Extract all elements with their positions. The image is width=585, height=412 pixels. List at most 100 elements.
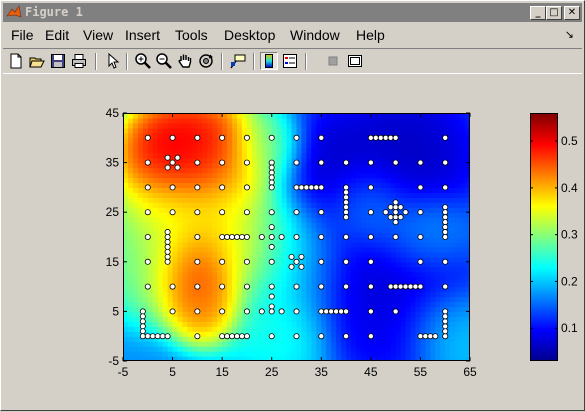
heatmap-cell [425, 247, 431, 253]
heatmap-cell [133, 163, 139, 169]
heatmap-cell [425, 202, 431, 208]
heatmap-cell [133, 306, 139, 312]
heatmap-cell [252, 237, 258, 243]
heatmap-cell [351, 306, 357, 312]
heatmap-cell [361, 282, 367, 288]
heatmap-cell [341, 346, 347, 352]
heatmap-cell [133, 341, 139, 347]
heatmap-cell [212, 192, 218, 198]
heatmap-cell [217, 227, 223, 233]
colorbar[interactable] [531, 114, 558, 361]
heatmap-cell [232, 217, 238, 223]
sample-point [418, 259, 423, 264]
heatmap-cell [173, 247, 179, 253]
heatmap-cell [430, 297, 436, 303]
heatmap-cell [148, 297, 154, 303]
heatmap-cell [401, 187, 407, 193]
heatmap-cell [197, 267, 203, 273]
heatmap-cell [178, 351, 184, 357]
heatmap-cell [435, 292, 441, 298]
heatmap-cell [301, 158, 307, 164]
heatmap-cell [163, 123, 169, 129]
sample-point [234, 334, 239, 339]
heatmap-cell [455, 277, 461, 283]
heatmap-cell [306, 277, 312, 283]
heatmap-cell [411, 118, 417, 124]
heatmap-cell [297, 173, 303, 179]
heatmap-cell [237, 346, 243, 352]
heatmap-cell [282, 138, 288, 144]
sample-point [220, 160, 225, 165]
heatmap-cell [212, 326, 218, 332]
heatmap-cell [173, 202, 179, 208]
heatmap-cell [257, 148, 263, 154]
heatmap-cell [158, 301, 164, 307]
heatmap-cell [386, 321, 392, 327]
heatmap-cell [376, 351, 382, 357]
heatmap-cell [306, 173, 312, 179]
heatmap-cell [341, 143, 347, 149]
heatmap-cell [163, 197, 169, 203]
heatmap-cell [173, 346, 179, 352]
heatmap-cell [301, 192, 307, 198]
heatmap-cell [292, 227, 298, 233]
heatmap-cell [297, 217, 303, 223]
heatmap-cell [401, 311, 407, 317]
heatmap-cell [192, 173, 198, 179]
heatmap-cell [227, 153, 233, 159]
heatmap-cell [257, 207, 263, 213]
heatmap-cell [376, 227, 382, 233]
heatmap-cell [133, 182, 139, 188]
heatmap-cell [301, 311, 307, 317]
heatmap-cell [351, 247, 357, 253]
heatmap-cell [277, 326, 283, 332]
heatmap-cell [401, 168, 407, 174]
heatmap-cell [257, 287, 263, 293]
heatmap-cell [311, 301, 317, 307]
sample-point [195, 135, 200, 140]
heatmap-cell [212, 217, 218, 223]
heatmap-cell [356, 321, 362, 327]
heatmap-cell [252, 252, 258, 258]
heatmap-cell [420, 311, 426, 317]
sample-point [294, 210, 299, 215]
heatmap-cell [415, 267, 421, 273]
heatmap-cell [282, 133, 288, 139]
heatmap-cell [356, 123, 362, 129]
heatmap-cell [192, 321, 198, 327]
heatmap-cell [381, 143, 387, 149]
heatmap-cell [381, 128, 387, 134]
heatmap-cell [450, 306, 456, 312]
heatmap-cell [148, 173, 154, 179]
heatmap-cell [178, 202, 184, 208]
heatmap-cell [237, 123, 243, 129]
heatmap-cell [192, 346, 198, 352]
sample-point [244, 210, 249, 215]
heatmap-cell [212, 272, 218, 278]
heatmap-cell [391, 316, 397, 322]
heatmap-cell [396, 297, 402, 303]
heatmap-cell [311, 153, 317, 159]
heatmap-cell [133, 118, 139, 124]
heatmap-cell [138, 227, 144, 233]
heatmap-cell [381, 158, 387, 164]
heatmap-cell [187, 163, 193, 169]
heatmap-cell [396, 168, 402, 174]
heatmap-cell [381, 262, 387, 268]
heatmap-cell [351, 311, 357, 317]
heatmap-cell [242, 148, 248, 154]
heatmap-cell [158, 237, 164, 243]
heatmap-cell [287, 153, 293, 159]
heatmap-cell [316, 326, 322, 332]
heatmap-cell [143, 173, 149, 179]
heatmap-cell [430, 148, 436, 154]
heatmap-cell [277, 192, 283, 198]
heatmap-cell [128, 257, 134, 263]
heatmap-cell [331, 272, 337, 278]
sample-point [393, 135, 398, 140]
heatmap-cell [133, 242, 139, 248]
heatmap-cell [351, 346, 357, 352]
heatmap-cell [227, 212, 233, 218]
heatmap-cell [361, 267, 367, 273]
heatmap-cell [321, 177, 327, 183]
